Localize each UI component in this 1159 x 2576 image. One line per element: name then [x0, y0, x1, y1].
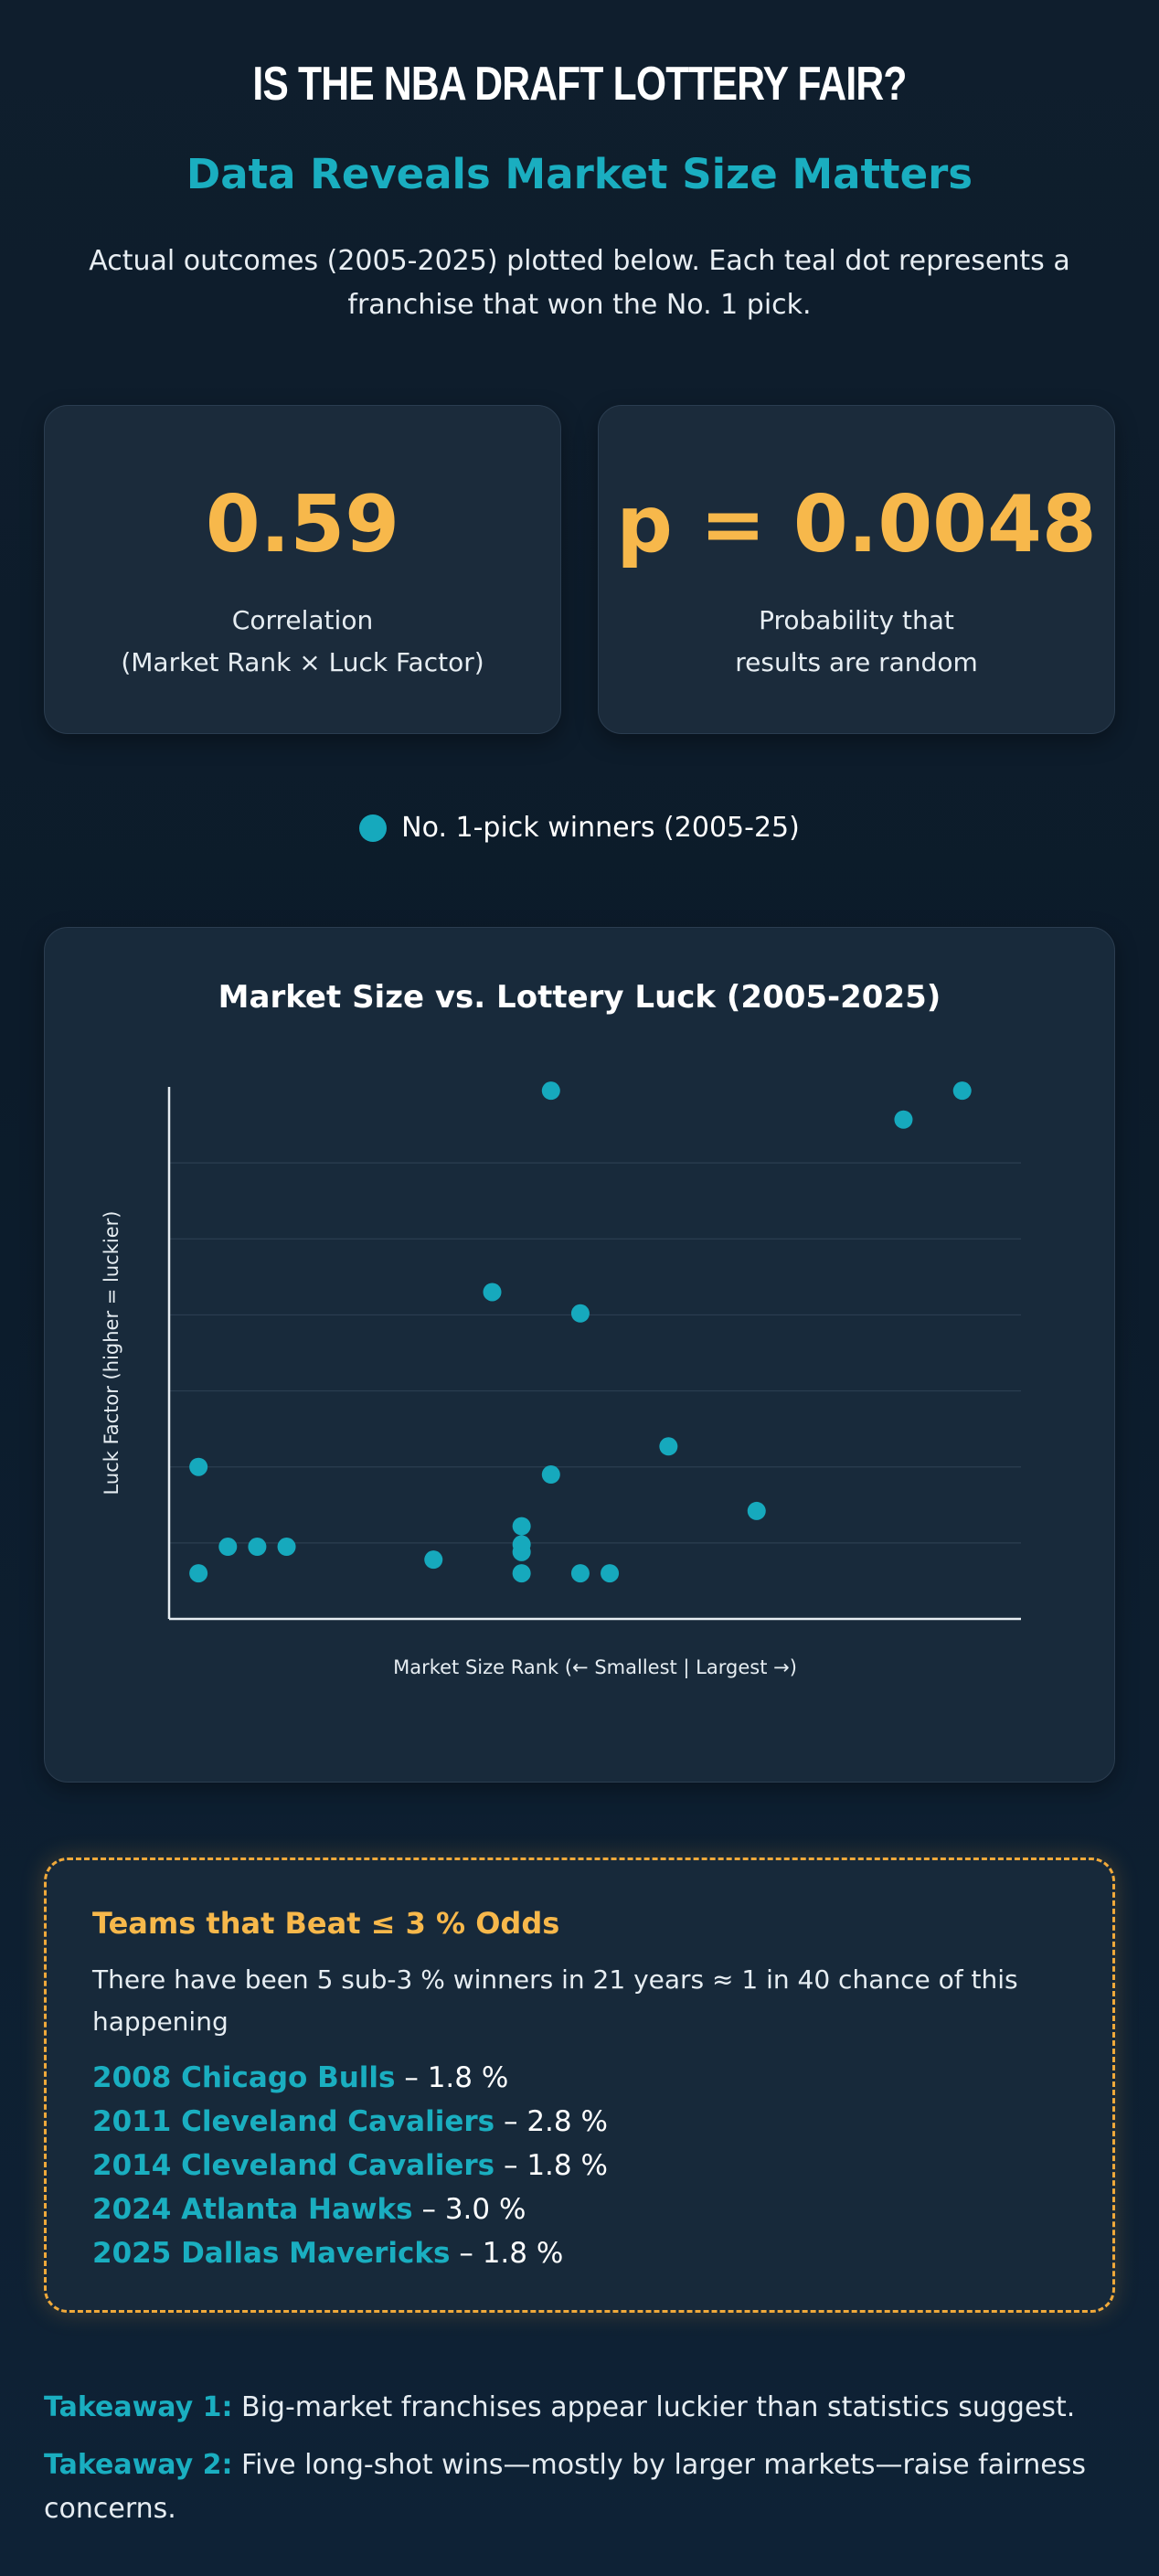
data-point	[894, 1110, 913, 1129]
p-value-label-line1: Probability that	[759, 605, 954, 635]
x-axis-label: Market Size Rank (← Smallest | Largest →…	[393, 1656, 797, 1679]
page-title: IS THE NBA DRAFT LOTTERY FAIR?	[252, 58, 907, 111]
data-point	[248, 1538, 267, 1557]
data-point	[747, 1501, 766, 1520]
takeaway-1: Takeaway 1: Big-market franchises appear…	[44, 2386, 1115, 2430]
correlation-label-line1: Correlation	[231, 605, 374, 635]
winner-team: 2011 Cleveland Cavaliers	[92, 2105, 495, 2138]
data-point	[512, 1517, 531, 1536]
data-point	[659, 1437, 678, 1456]
correlation-label-line2: (Market Rank × Luck Factor)	[121, 647, 484, 677]
data-point	[570, 1304, 590, 1323]
list-item: 2008 Chicago Bulls – 1.8 %	[92, 2056, 608, 2100]
p-value-label-line2: results are random	[735, 647, 978, 677]
callout-text: There have been 5 sub-3 % winners in 21 …	[92, 1964, 1018, 2037]
list-item: 2025 Dallas Mavericks – 1.8 %	[92, 2231, 608, 2275]
data-point	[601, 1564, 620, 1583]
stat-card-p-value: p = 0.0048 Probability that results are …	[598, 405, 1115, 734]
data-point	[570, 1564, 590, 1583]
takeaway-2-label: Takeaway 2:	[44, 2449, 233, 2481]
takeaway-2-text: Five long-shot wins—mostly by larger mar…	[44, 2449, 1086, 2525]
chart-title: Market Size vs. Lottery Luck (2005-2025)	[218, 979, 941, 1016]
winner-odds: – 1.8 %	[494, 2149, 608, 2182]
legend-label: No. 1-pick winners (2005-25)	[401, 812, 800, 844]
chart-legend: No. 1-pick winners (2005-25)	[0, 812, 1159, 844]
list-item: 2024 Atlanta Hawks – 3.0 %	[92, 2187, 608, 2231]
data-point	[483, 1283, 502, 1302]
legend-dot-icon	[359, 814, 388, 842]
data-point	[218, 1538, 238, 1557]
list-item: 2011 Cleveland Cavaliers – 2.8 %	[92, 2100, 608, 2144]
chart-card: Market Size vs. Lottery Luck (2005-2025)…	[44, 927, 1115, 1783]
callout-title: Teams that Beat ≤ 3 % Odds	[92, 1906, 560, 1941]
takeaway-1-label: Takeaway 1:	[44, 2391, 233, 2423]
long-shot-callout: Teams that Beat ≤ 3 % Odds There have be…	[44, 1857, 1115, 2313]
data-point	[541, 1081, 560, 1101]
p-value: p = 0.0048	[616, 479, 1097, 570]
winner-team: 2008 Chicago Bulls	[92, 2061, 396, 2094]
page-subtitle: Data Reveals Market Size Matters	[186, 150, 973, 198]
winners-list: 2008 Chicago Bulls – 1.8 % 2011 Clevelan…	[92, 2056, 608, 2275]
correlation-value: 0.59	[205, 479, 400, 570]
data-point	[541, 1465, 560, 1485]
data-point	[424, 1550, 443, 1570]
data-point	[189, 1564, 208, 1583]
correlation-label: Correlation (Market Rank × Luck Factor)	[45, 600, 560, 684]
data-point	[189, 1457, 208, 1476]
takeaway-1-text: Big-market franchises appear luckier tha…	[232, 2391, 1076, 2423]
data-point	[952, 1081, 972, 1101]
winner-odds: – 1.8 %	[450, 2237, 564, 2270]
data-point	[277, 1538, 296, 1557]
stat-card-correlation: 0.59 Correlation (Market Rank × Luck Fac…	[44, 405, 561, 734]
winner-odds: – 1.8 %	[395, 2061, 509, 2094]
winner-odds: – 3.0 %	[412, 2193, 526, 2226]
intro-text: Actual outcomes (2005-2025) plotted belo…	[89, 245, 1070, 321]
p-value-label: Probability that results are random	[599, 600, 1114, 684]
winner-team: 2014 Cleveland Cavaliers	[92, 2149, 495, 2182]
winner-odds: – 2.8 %	[494, 2105, 608, 2138]
takeaway-2: Takeaway 2: Five long-shot wins—mostly b…	[44, 2443, 1115, 2531]
winner-team: 2024 Atlanta Hawks	[92, 2193, 413, 2226]
data-point	[512, 1564, 531, 1583]
winner-team: 2025 Dallas Mavericks	[92, 2237, 451, 2270]
list-item: 2014 Cleveland Cavaliers – 1.8 %	[92, 2144, 608, 2187]
y-axis-label: Luck Factor (higher = luckier)	[101, 1211, 122, 1496]
data-point	[512, 1535, 531, 1554]
scatter-chart: Market Size Rank (← Smallest | Largest →…	[101, 1081, 1021, 1679]
